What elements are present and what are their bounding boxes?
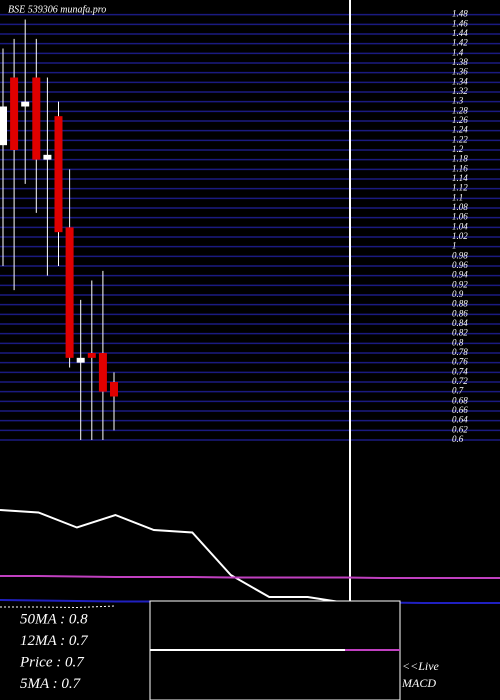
y-tick-label: 0.6 <box>452 434 464 444</box>
y-tick-label: 0.74 <box>452 366 468 376</box>
y-tick-label: 1.46 <box>452 18 468 28</box>
y-tick-label: 0.84 <box>452 318 468 328</box>
candle-body <box>65 227 74 358</box>
y-tick-label: 0.64 <box>452 415 468 425</box>
y-tick-label: 1.4 <box>452 47 464 57</box>
y-tick-label: 1.16 <box>452 163 468 173</box>
y-tick-label: 1.38 <box>452 57 468 67</box>
candle-body <box>76 357 85 363</box>
ma-label: 5MA : 0.7 <box>20 676 82 692</box>
ma-label: 50MA : 0.8 <box>20 611 88 627</box>
y-tick-label: 1.26 <box>452 115 468 125</box>
indicator-line <box>0 509 347 604</box>
y-tick-label: 1.36 <box>452 67 468 77</box>
y-tick-label: 1.28 <box>452 105 468 115</box>
y-tick-label: 0.82 <box>452 328 468 338</box>
ma-label: 12MA : 0.7 <box>20 633 89 649</box>
y-tick-label: 0.98 <box>452 250 468 260</box>
live-label: <<Live <box>402 659 440 673</box>
candle-body <box>43 154 52 160</box>
y-tick-label: 1.3 <box>452 96 464 106</box>
y-tick-label: 0.92 <box>452 279 468 289</box>
y-tick-label: 1.02 <box>452 231 468 241</box>
y-tick-label: 0.76 <box>452 357 468 367</box>
y-tick-label: 0.78 <box>452 347 468 357</box>
candle-body <box>32 77 41 160</box>
candle-body <box>110 382 118 397</box>
y-tick-label: 1.14 <box>452 173 468 183</box>
y-tick-label: 1.48 <box>452 9 468 19</box>
indicator-line <box>0 575 500 579</box>
candle-body <box>87 353 96 358</box>
y-tick-label: 0.62 <box>452 424 468 434</box>
y-tick-label: 1.32 <box>452 86 468 96</box>
candle-body <box>10 77 19 150</box>
y-tick-label: 0.96 <box>452 260 468 270</box>
indicator-line <box>0 605 116 609</box>
candle-body <box>54 116 63 233</box>
y-tick-label: 0.66 <box>452 405 468 415</box>
y-tick-label: 1.12 <box>452 183 468 193</box>
y-tick-label: 1.2 <box>452 144 464 154</box>
y-tick-label: 0.8 <box>452 337 464 347</box>
y-tick-label: 1.08 <box>452 202 468 212</box>
y-tick-label: 1.1 <box>452 192 463 202</box>
y-tick-label: 1.24 <box>452 125 468 135</box>
y-tick-label: 0.94 <box>452 270 468 280</box>
y-tick-label: 1 <box>452 241 457 251</box>
y-tick-label: 0.88 <box>452 299 468 309</box>
candle-body <box>98 353 107 392</box>
y-tick-label: 1.18 <box>452 154 468 164</box>
y-tick-label: 0.86 <box>452 308 468 318</box>
y-tick-label: 1.22 <box>452 134 468 144</box>
y-tick-label: 1.06 <box>452 212 468 222</box>
candle-body <box>0 106 7 146</box>
y-tick-label: 1.04 <box>452 221 468 231</box>
y-tick-label: 0.7 <box>452 386 464 396</box>
indicator-label: MACD <box>401 676 436 690</box>
grid <box>0 13 500 441</box>
chart-title: BSE 539306 munafa.pro <box>8 4 106 15</box>
y-tick-label: 1.42 <box>452 38 468 48</box>
y-tick-label: 0.72 <box>452 376 468 386</box>
y-tick-label: 1.44 <box>452 28 468 38</box>
y-tick-label: 1.34 <box>452 76 468 86</box>
candle-body <box>21 101 30 107</box>
y-tick-label: 0.9 <box>452 289 464 299</box>
ma-label: Price : 0.7 <box>19 654 85 670</box>
y-tick-label: 0.68 <box>452 395 468 405</box>
